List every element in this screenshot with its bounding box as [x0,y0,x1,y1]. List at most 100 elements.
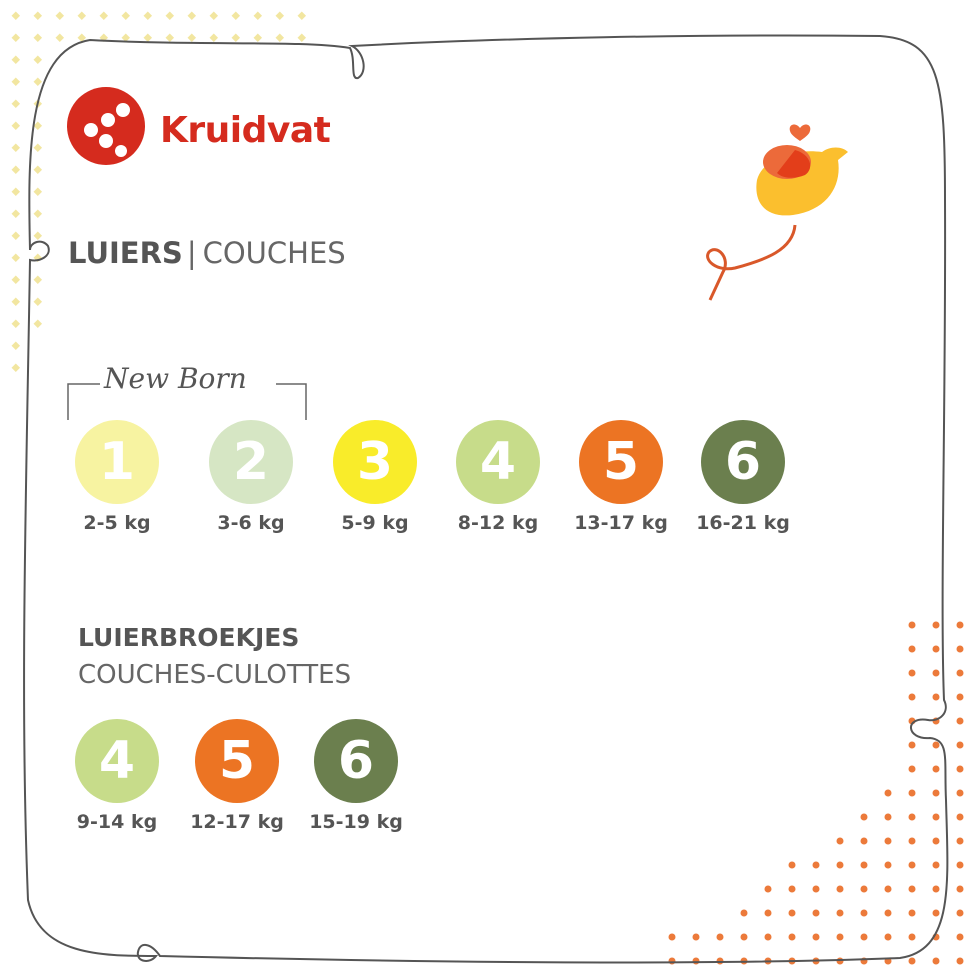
yellow-dot [275,33,285,43]
size-badge: 6 [701,420,785,504]
yellow-dot [11,55,21,65]
yellow-dot [121,11,131,21]
orange-dot [932,741,940,749]
orange-dot [956,741,964,749]
orange-dot [932,621,940,629]
orange-dot [668,933,676,941]
orange-dot [812,885,820,893]
yellow-dot [11,165,21,175]
yellow-dot [11,77,21,87]
orange-dot [908,765,916,773]
orange-dot [884,837,892,845]
yellow-dot [33,319,43,329]
weight-range: 8-12 kg [457,512,539,534]
yellow-dot [11,319,21,329]
orange-dot [908,789,916,797]
orange-dot [956,669,964,677]
yellow-dot [11,297,21,307]
size-item: 4 8-12 kg [428,420,568,534]
orange-dot [932,837,940,845]
orange-dot [932,861,940,869]
orange-dot [932,645,940,653]
orange-dot [884,813,892,821]
orange-dot [956,645,964,653]
yellow-dot [55,33,65,43]
yellow-dot [33,165,43,175]
yellow-dot [143,33,153,43]
yellow-dot [275,11,285,21]
orange-dot [836,933,844,941]
orange-dot [956,861,964,869]
orange-dot [764,909,772,917]
yellow-dot [231,11,241,21]
orange-dot [908,885,916,893]
orange-dot [932,789,940,797]
orange-flower-pattern [668,621,964,965]
orange-dot [860,861,868,869]
orange-dot [932,813,940,821]
orange-dot [764,933,772,941]
orange-dot [860,885,868,893]
weight-range: 12-17 kg [190,811,284,833]
yellow-dot [55,11,65,21]
orange-dot [908,741,916,749]
size-item: 2 3-6 kg [181,420,321,534]
weight-range: 13-17 kg [574,512,668,534]
yellow-dot [33,11,43,21]
orange-dot [956,765,964,773]
yellow-dot [209,33,219,43]
yellow-dot [33,231,43,241]
yellow-dot [11,143,21,153]
orange-dot [860,813,868,821]
yellow-dot [143,11,153,21]
newborn-label: New Born [104,362,247,395]
frame-border [23,34,949,964]
diapers-title-nl: LUIERS [68,236,183,270]
yellow-dot [11,253,21,263]
weight-range: 5-9 kg [341,512,409,534]
size-item: 1 2-5 kg [47,420,187,534]
yellow-dot [165,11,175,21]
orange-dot [716,933,724,941]
yellow-dot [33,33,43,43]
pants-title-fr: COUCHES-CULOTTES [78,660,352,690]
orange-dot [956,813,964,821]
yellow-dot [11,187,21,197]
weight-range: 16-21 kg [696,512,790,534]
size-item: 6 15-19 kg [286,719,426,833]
orange-dot [884,933,892,941]
orange-dot [932,669,940,677]
orange-dot [884,909,892,917]
orange-dot [836,885,844,893]
size-badge: 1 [75,420,159,504]
yellow-dot [165,33,175,43]
yellow-dot [11,231,21,241]
yellow-dot [187,33,197,43]
orange-dot [908,957,916,965]
weight-range: 9-14 kg [76,811,158,833]
orange-dot [956,717,964,725]
yellow-dot [187,11,197,21]
title-separator: | [186,236,197,270]
brand-name: Kruidvat [160,110,331,151]
yellow-dot [11,341,21,351]
bird-with-heart-icon [706,124,848,301]
pants-title-nl: LUIERBROEKJES [78,623,300,652]
size-badge: 2 [209,420,293,504]
yellow-dot [209,11,219,21]
size-item: 5 13-17 kg [551,420,691,534]
orange-dot [740,933,748,941]
yellow-dot [33,55,43,65]
size-badge: 3 [333,420,417,504]
orange-dot [908,645,916,653]
orange-dot [908,861,916,869]
yellow-dot [253,11,263,21]
orange-dot [908,621,916,629]
yellow-dot [231,33,241,43]
size-badge: 5 [579,420,663,504]
orange-dot [812,933,820,941]
yellow-dot [33,187,43,197]
orange-dot [788,861,796,869]
orange-dot [908,909,916,917]
orange-dot [788,909,796,917]
